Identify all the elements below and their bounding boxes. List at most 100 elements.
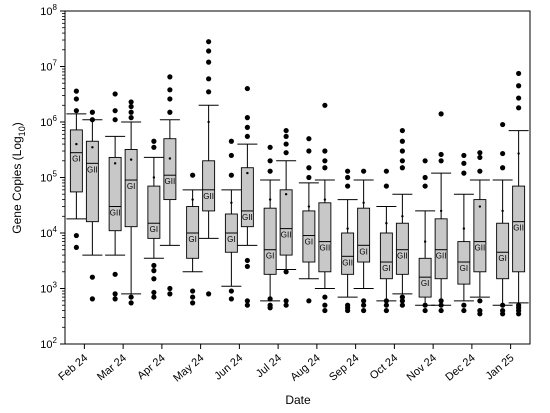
outlier-point (345, 168, 351, 174)
outlier-point (322, 148, 328, 154)
mean-marker (385, 222, 388, 225)
outlier-point (477, 311, 483, 317)
outlier-point (422, 302, 428, 308)
x-tick-label: Nov 24 (405, 352, 439, 384)
outlier-point (206, 89, 212, 95)
outlier-point (112, 296, 118, 302)
outlier-point (267, 168, 273, 174)
x-tick-label: Jul 24 (254, 352, 284, 380)
outlier-point (244, 298, 250, 304)
outlier-point (267, 305, 273, 311)
box-group: GI GII (298, 102, 335, 314)
outlier-point (399, 127, 405, 134)
outlier-point (461, 170, 467, 176)
box (186, 206, 200, 259)
box-label: GI (359, 247, 367, 256)
outlier-point (112, 291, 118, 297)
box-group: GI GII (376, 127, 413, 314)
box-label: GII (436, 252, 447, 261)
outlier-point (128, 99, 134, 105)
outlier-point (283, 127, 289, 134)
outlier-point (89, 296, 95, 302)
outlier-point (383, 168, 389, 174)
outlier-point (322, 307, 328, 314)
outlier-point (190, 172, 196, 178)
outlier-point (322, 102, 328, 108)
box-label: GI (127, 182, 135, 191)
box (512, 185, 526, 273)
outlier-point (283, 150, 289, 156)
box-label: GI (188, 235, 196, 244)
outlier-point (151, 276, 157, 282)
outlier-point (500, 121, 506, 128)
outlier-point (306, 298, 312, 304)
outlier-point (422, 174, 428, 181)
box-label: GII (110, 209, 121, 218)
box-group: GI GII (182, 39, 219, 306)
outlier-point (438, 111, 444, 117)
outlier-point (399, 158, 405, 164)
y-tick-label: 106 (40, 114, 57, 129)
box (85, 140, 99, 223)
box-group: GI GII (66, 88, 103, 302)
outlier-point (399, 294, 405, 300)
x-tick-label: Apr 24 (135, 352, 168, 382)
mean-marker (346, 227, 349, 230)
outlier-point (244, 263, 250, 270)
outlier-point (283, 269, 289, 275)
outlier-point (399, 302, 405, 308)
box-label: GII (203, 192, 214, 201)
outlier-point (128, 115, 134, 121)
outlier-point (190, 288, 196, 294)
box-group: GI GII (260, 127, 297, 311)
outlier-point (112, 271, 118, 277)
outlier-point (306, 136, 312, 142)
box-label: GII (165, 177, 176, 186)
mean-marker (191, 198, 194, 201)
outlier-point (167, 74, 173, 80)
outlier-point (361, 302, 367, 308)
box-group: GII GI (337, 168, 374, 314)
x-tick-label: Sep 24 (327, 352, 361, 384)
outlier-point (516, 95, 522, 101)
box (279, 189, 293, 256)
outlier-point (399, 298, 405, 304)
mean-marker (462, 227, 466, 230)
x-axis-ticks: Feb 24 Mar 24 Apr 24 May 24 Jun 24 Jul 24 Aug … (56, 344, 517, 384)
outlier-point (306, 174, 312, 181)
outlier-point (190, 300, 196, 306)
outlier-point (477, 168, 483, 174)
outlier-point (383, 298, 389, 304)
mean-marker (75, 142, 78, 146)
outlier-point (399, 138, 405, 144)
outlier-point (267, 158, 273, 164)
box-label: GI (460, 264, 468, 273)
box-group: GII GI (105, 91, 142, 306)
outlier-point (322, 302, 328, 308)
box (124, 149, 138, 228)
y-tick-label: 103 (40, 281, 57, 296)
box (341, 232, 355, 275)
mean-marker (91, 146, 94, 149)
outlier-point (167, 285, 173, 292)
outlier-point (206, 48, 212, 54)
mean-marker (362, 201, 365, 205)
outlier-point (306, 148, 312, 154)
y-tick-label: 102 (40, 336, 57, 351)
outlier-point (500, 302, 506, 308)
outlier-point (206, 291, 212, 297)
outlier-point (500, 150, 506, 157)
y-axis-title: Gene Copies (Log10) (10, 122, 27, 233)
outlier-point (438, 302, 444, 308)
mean-marker (129, 158, 133, 161)
mean-marker (401, 215, 404, 218)
box (263, 207, 277, 275)
box (318, 202, 332, 273)
x-tick-label: May 24 (171, 352, 206, 384)
box-label: GI (227, 235, 235, 244)
box-label: GII (242, 213, 253, 222)
outlier-point (128, 300, 134, 306)
outlier-point (206, 59, 212, 65)
box-group: GI GII (415, 111, 452, 314)
outlier-point (477, 154, 483, 161)
